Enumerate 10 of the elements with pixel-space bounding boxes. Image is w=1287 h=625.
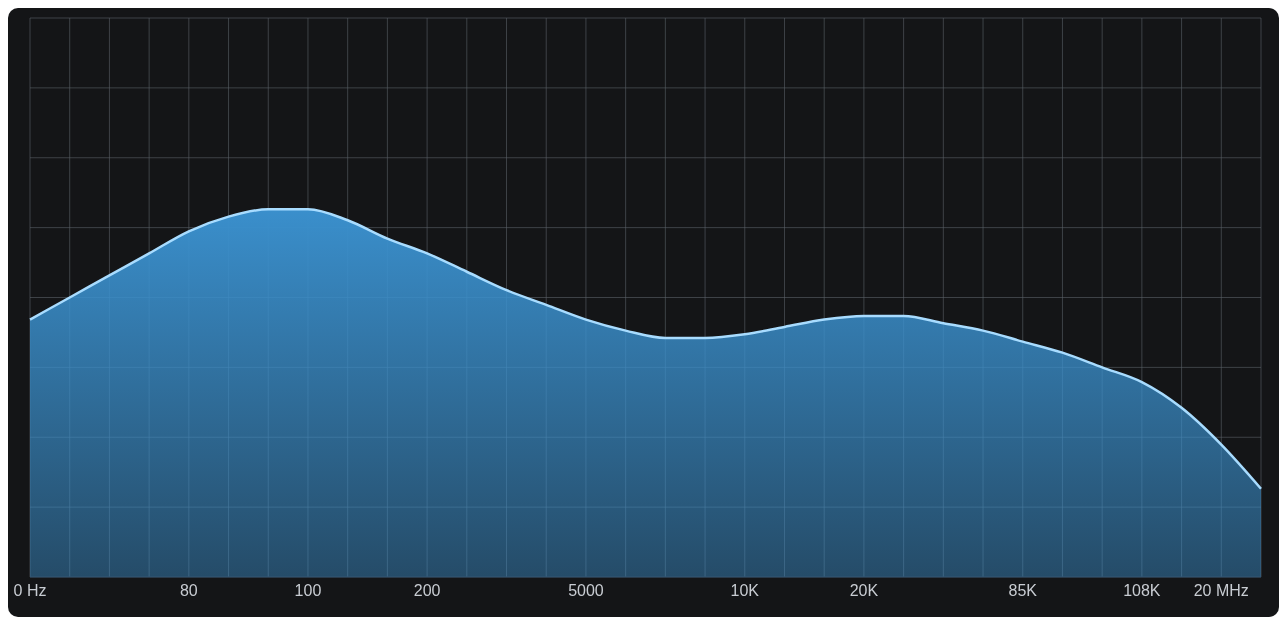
x-tick-label: 20 MHz bbox=[1193, 582, 1249, 600]
x-tick-label: 0 Hz bbox=[13, 582, 47, 600]
x-tick-label: 80 bbox=[179, 582, 198, 600]
x-tick-label: 10K bbox=[730, 582, 760, 600]
x-tick-label: 100 bbox=[294, 582, 322, 600]
x-tick-label: 85K bbox=[1008, 582, 1038, 600]
x-tick-label: 108K bbox=[1123, 582, 1161, 600]
x-tick-label: 200 bbox=[413, 582, 441, 600]
x-tick-label: 20K bbox=[849, 582, 879, 600]
x-tick-label: 5000 bbox=[568, 582, 604, 600]
